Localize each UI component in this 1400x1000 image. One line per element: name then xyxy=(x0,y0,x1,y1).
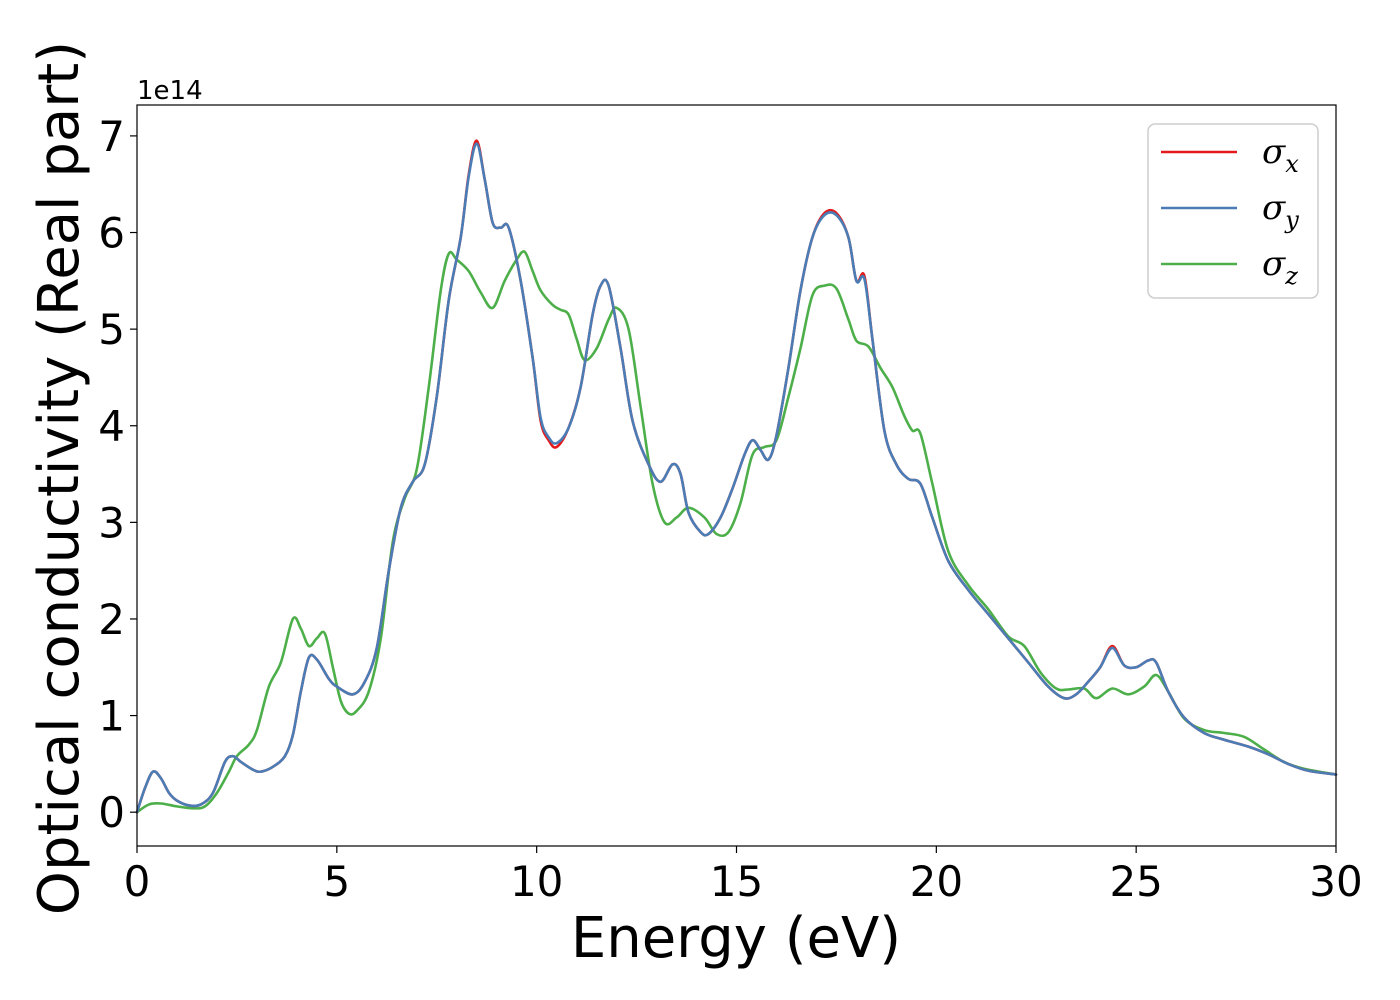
legend: σx σy σz xyxy=(1147,123,1319,299)
y-axis-ticks: 0 1 2 3 4 5 6 7 xyxy=(98,112,137,837)
x-tick-label: 30 xyxy=(1309,857,1362,906)
x-tick-label: 5 xyxy=(323,857,350,906)
y-axis-offset-label: 1e14 xyxy=(137,76,203,106)
y-tick-label: 1 xyxy=(98,692,125,741)
series-line-z xyxy=(135,250,1338,814)
y-tick-label: 2 xyxy=(98,595,125,644)
legend-label-z: σz xyxy=(1262,244,1298,290)
x-tick-label: 0 xyxy=(124,857,151,906)
y-tick-label: 4 xyxy=(98,402,125,451)
x-tick-label: 15 xyxy=(710,857,763,906)
y-tick-label: 3 xyxy=(98,498,125,547)
series-lines xyxy=(135,139,1338,814)
y-tick-label: 0 xyxy=(98,788,125,837)
x-tick-label: 25 xyxy=(1109,857,1162,906)
x-tick-label: 10 xyxy=(510,857,563,906)
legend-label-y: σy xyxy=(1262,188,1299,234)
x-axis-ticks: 0 5 10 15 20 25 30 xyxy=(124,846,1363,906)
legend-label-x: σx xyxy=(1262,132,1299,178)
series-line-y xyxy=(135,142,1338,814)
y-tick-label: 6 xyxy=(98,209,125,258)
x-axis-label: Energy (eV) xyxy=(571,906,901,971)
x-tick-label: 20 xyxy=(910,857,963,906)
legend-box xyxy=(1147,123,1319,299)
y-axis-label: Optical conductivity (Real part) xyxy=(27,41,92,915)
y-tick-label: 5 xyxy=(98,305,125,354)
y-tick-label: 7 xyxy=(98,112,125,161)
legend-entries: σx σy σz xyxy=(1161,132,1299,290)
